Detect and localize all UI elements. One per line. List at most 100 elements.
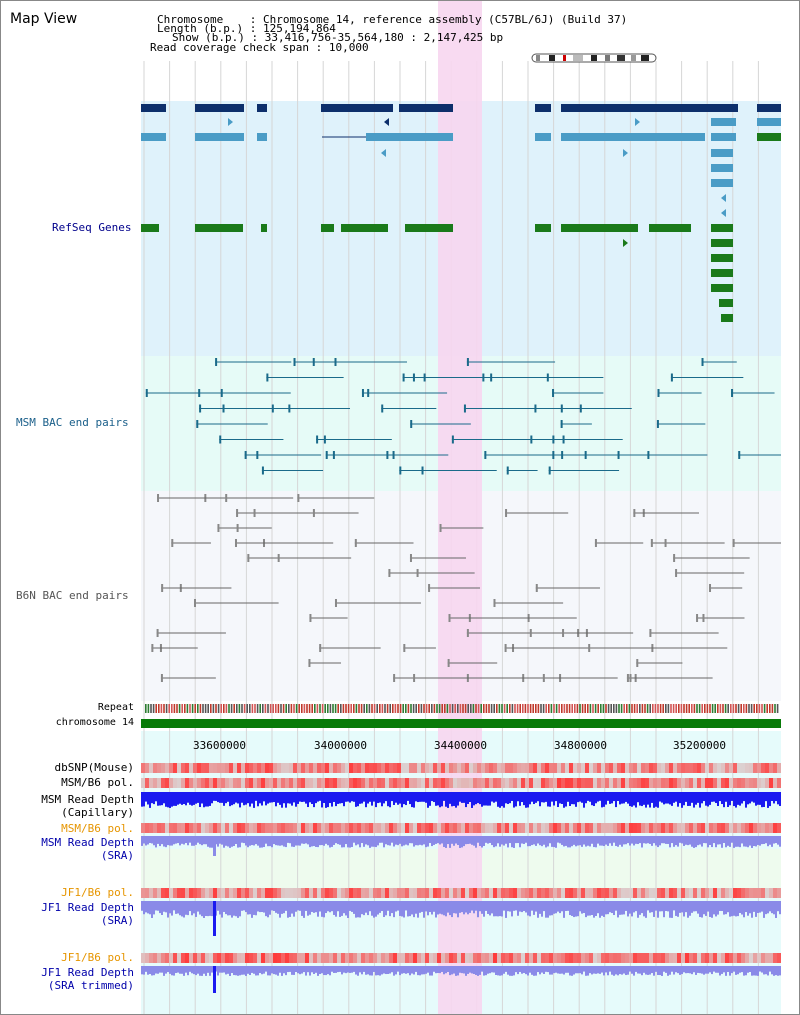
jf1-b6-pol-2-cell (625, 953, 629, 963)
msm-depth-cap-bar (577, 792, 579, 803)
msm-bac-end (552, 435, 555, 444)
msm-depth-sra-bar (719, 836, 721, 845)
msm-depth-cap-bar (719, 792, 721, 802)
msm-depth-sra-bar (505, 836, 507, 844)
jf1-depth-trim-bar (497, 966, 499, 976)
repeat-element (386, 704, 389, 713)
jf1-b6-pol-cell (149, 888, 153, 898)
jf1-depth-sra-bar (581, 901, 583, 914)
jf1-b6-pol-2-cell (689, 953, 693, 963)
msm-depth-sra-bar (403, 836, 405, 846)
jf1-depth-sra-bar (281, 901, 283, 914)
msm-depth-sra-bar (211, 836, 213, 848)
b6n-bac-end (650, 539, 653, 547)
jf1-depth-sra-bar (181, 901, 183, 917)
jf1-depth-trim-bar (147, 966, 149, 975)
track-label-msm-bac[interactable]: MSM BAC end pairs (16, 416, 129, 429)
msm-depth-cap-bar (767, 792, 769, 808)
msm-depth-cap-bar (283, 792, 285, 804)
jf1-depth-trim-bar (577, 966, 579, 974)
repeat-element (691, 704, 693, 713)
msm-depth-cap-bar (755, 792, 757, 806)
jf1-depth-sra-bar (655, 901, 657, 911)
msm-depth-sra-bar (443, 836, 445, 847)
jf1-depth-trim-bar (267, 966, 269, 976)
msm-depth-sra-bar (217, 836, 219, 847)
msm-depth-sra-bar (395, 836, 397, 845)
b6n-bac-end (319, 644, 322, 652)
msm-depth-cap-bar (591, 792, 593, 806)
jf1-b6-pol-2-cell (733, 953, 737, 963)
jf1-b6-pol-cell (665, 888, 669, 898)
msm-b6-pol-sra-cell (341, 823, 345, 833)
jf1-depth-trim-bar (245, 966, 247, 976)
jf1-depth-sra-bar (611, 901, 613, 914)
jf1-b6-pol-2-cell (521, 953, 525, 963)
msm-depth-cap-bar (301, 792, 303, 802)
jf1-b6-pol-2-cell (429, 953, 433, 963)
jf1-b6-pol-2-cell (421, 953, 425, 963)
jf1-depth-trim-bar (397, 966, 399, 972)
msm-b6-pol-sra-cell (329, 823, 333, 833)
msm-depth-cap-bar (573, 792, 575, 805)
jf1-b6-pol-cell (621, 888, 625, 898)
track-label-b6n-bac[interactable]: B6N BAC end pairs (16, 589, 129, 602)
msm-depth-cap-bar (567, 792, 569, 802)
track-label-refseq[interactable]: RefSeq Genes (52, 221, 132, 234)
jf1-depth-sra-bar (343, 901, 345, 914)
jf1-depth-trim-bar (507, 966, 509, 975)
msm-b6-pol-sra-cell (737, 823, 741, 833)
jf1-depth-sra-bar (563, 901, 565, 918)
msm-b6-pol-sra-cell (441, 823, 445, 833)
jf1-depth-sra-bar (487, 901, 489, 914)
msm-b6-pol-cell (445, 778, 449, 788)
jf1-depth-trim-bar (365, 966, 367, 975)
dbsnp-heat-cell (485, 763, 489, 773)
msm-depth-sra-bar (407, 836, 409, 846)
repeat-element (457, 704, 459, 713)
msm-b6-pol-cell (417, 778, 421, 788)
msm-b6-pol-cell (453, 778, 457, 788)
jf1-depth-sra-bar (237, 901, 239, 918)
msm-depth-sra-bar (209, 836, 211, 848)
jf1-depth-sra-bar (293, 901, 295, 917)
msm-depth-sra-bar (305, 836, 307, 844)
repeat-element (667, 704, 670, 713)
msm-b6-pol-sra-cell (577, 823, 581, 833)
repeat-element (360, 704, 363, 713)
b6n-bac-end (225, 494, 228, 502)
msm-depth-sra-bar (341, 836, 343, 848)
jf1-b6-pol-2-cell (457, 953, 461, 963)
b6n-bac-end (732, 539, 735, 547)
chromosome-value: Chromosome 14, reference assembly (C57BL… (262, 13, 628, 26)
msm-depth-sra-bar (245, 836, 247, 846)
jf1-depth-trim-bar (291, 966, 293, 975)
msm-b6-pol-sra-cell (217, 823, 221, 833)
msm-b6-pol-sra-cell (693, 823, 697, 833)
jf1-depth-sra-bar (263, 901, 265, 913)
msm-depth-sra-bar (203, 836, 205, 845)
msm-b6-pol-sra-cell (461, 823, 465, 833)
jf1-depth-sra-bar (475, 901, 477, 911)
msm-depth-cap-bar (279, 792, 281, 805)
repeat-element (366, 704, 368, 713)
msm-depth-sra-bar (525, 836, 527, 843)
jf1-b6-pol-2-cell (569, 953, 573, 963)
jf1-b6-pol-2-cell (141, 953, 145, 963)
repeat-element (415, 704, 417, 713)
axis-tick-4: 34800000 (554, 739, 607, 752)
ideogram-band (641, 55, 649, 61)
jf1-depth-trim-bar (533, 966, 535, 976)
msm-depth-sra-bar (289, 836, 291, 844)
msm-depth-sra-bar (539, 836, 541, 846)
msm-b6-pol-cell (321, 778, 325, 788)
jf1-depth-sra-bar (199, 901, 201, 915)
msm-depth-cap-bar (349, 792, 351, 803)
jf1-depth-sra-bar (301, 901, 303, 916)
msm-depth-cap-bar (513, 792, 515, 808)
jf1-b6-pol-cell (201, 888, 205, 898)
msm-depth-sra-bar (651, 836, 653, 846)
jf1-depth-sra-bar (231, 901, 233, 918)
msm-depth-cap-bar (241, 792, 243, 803)
msm-b6-pol-cell (397, 778, 401, 788)
